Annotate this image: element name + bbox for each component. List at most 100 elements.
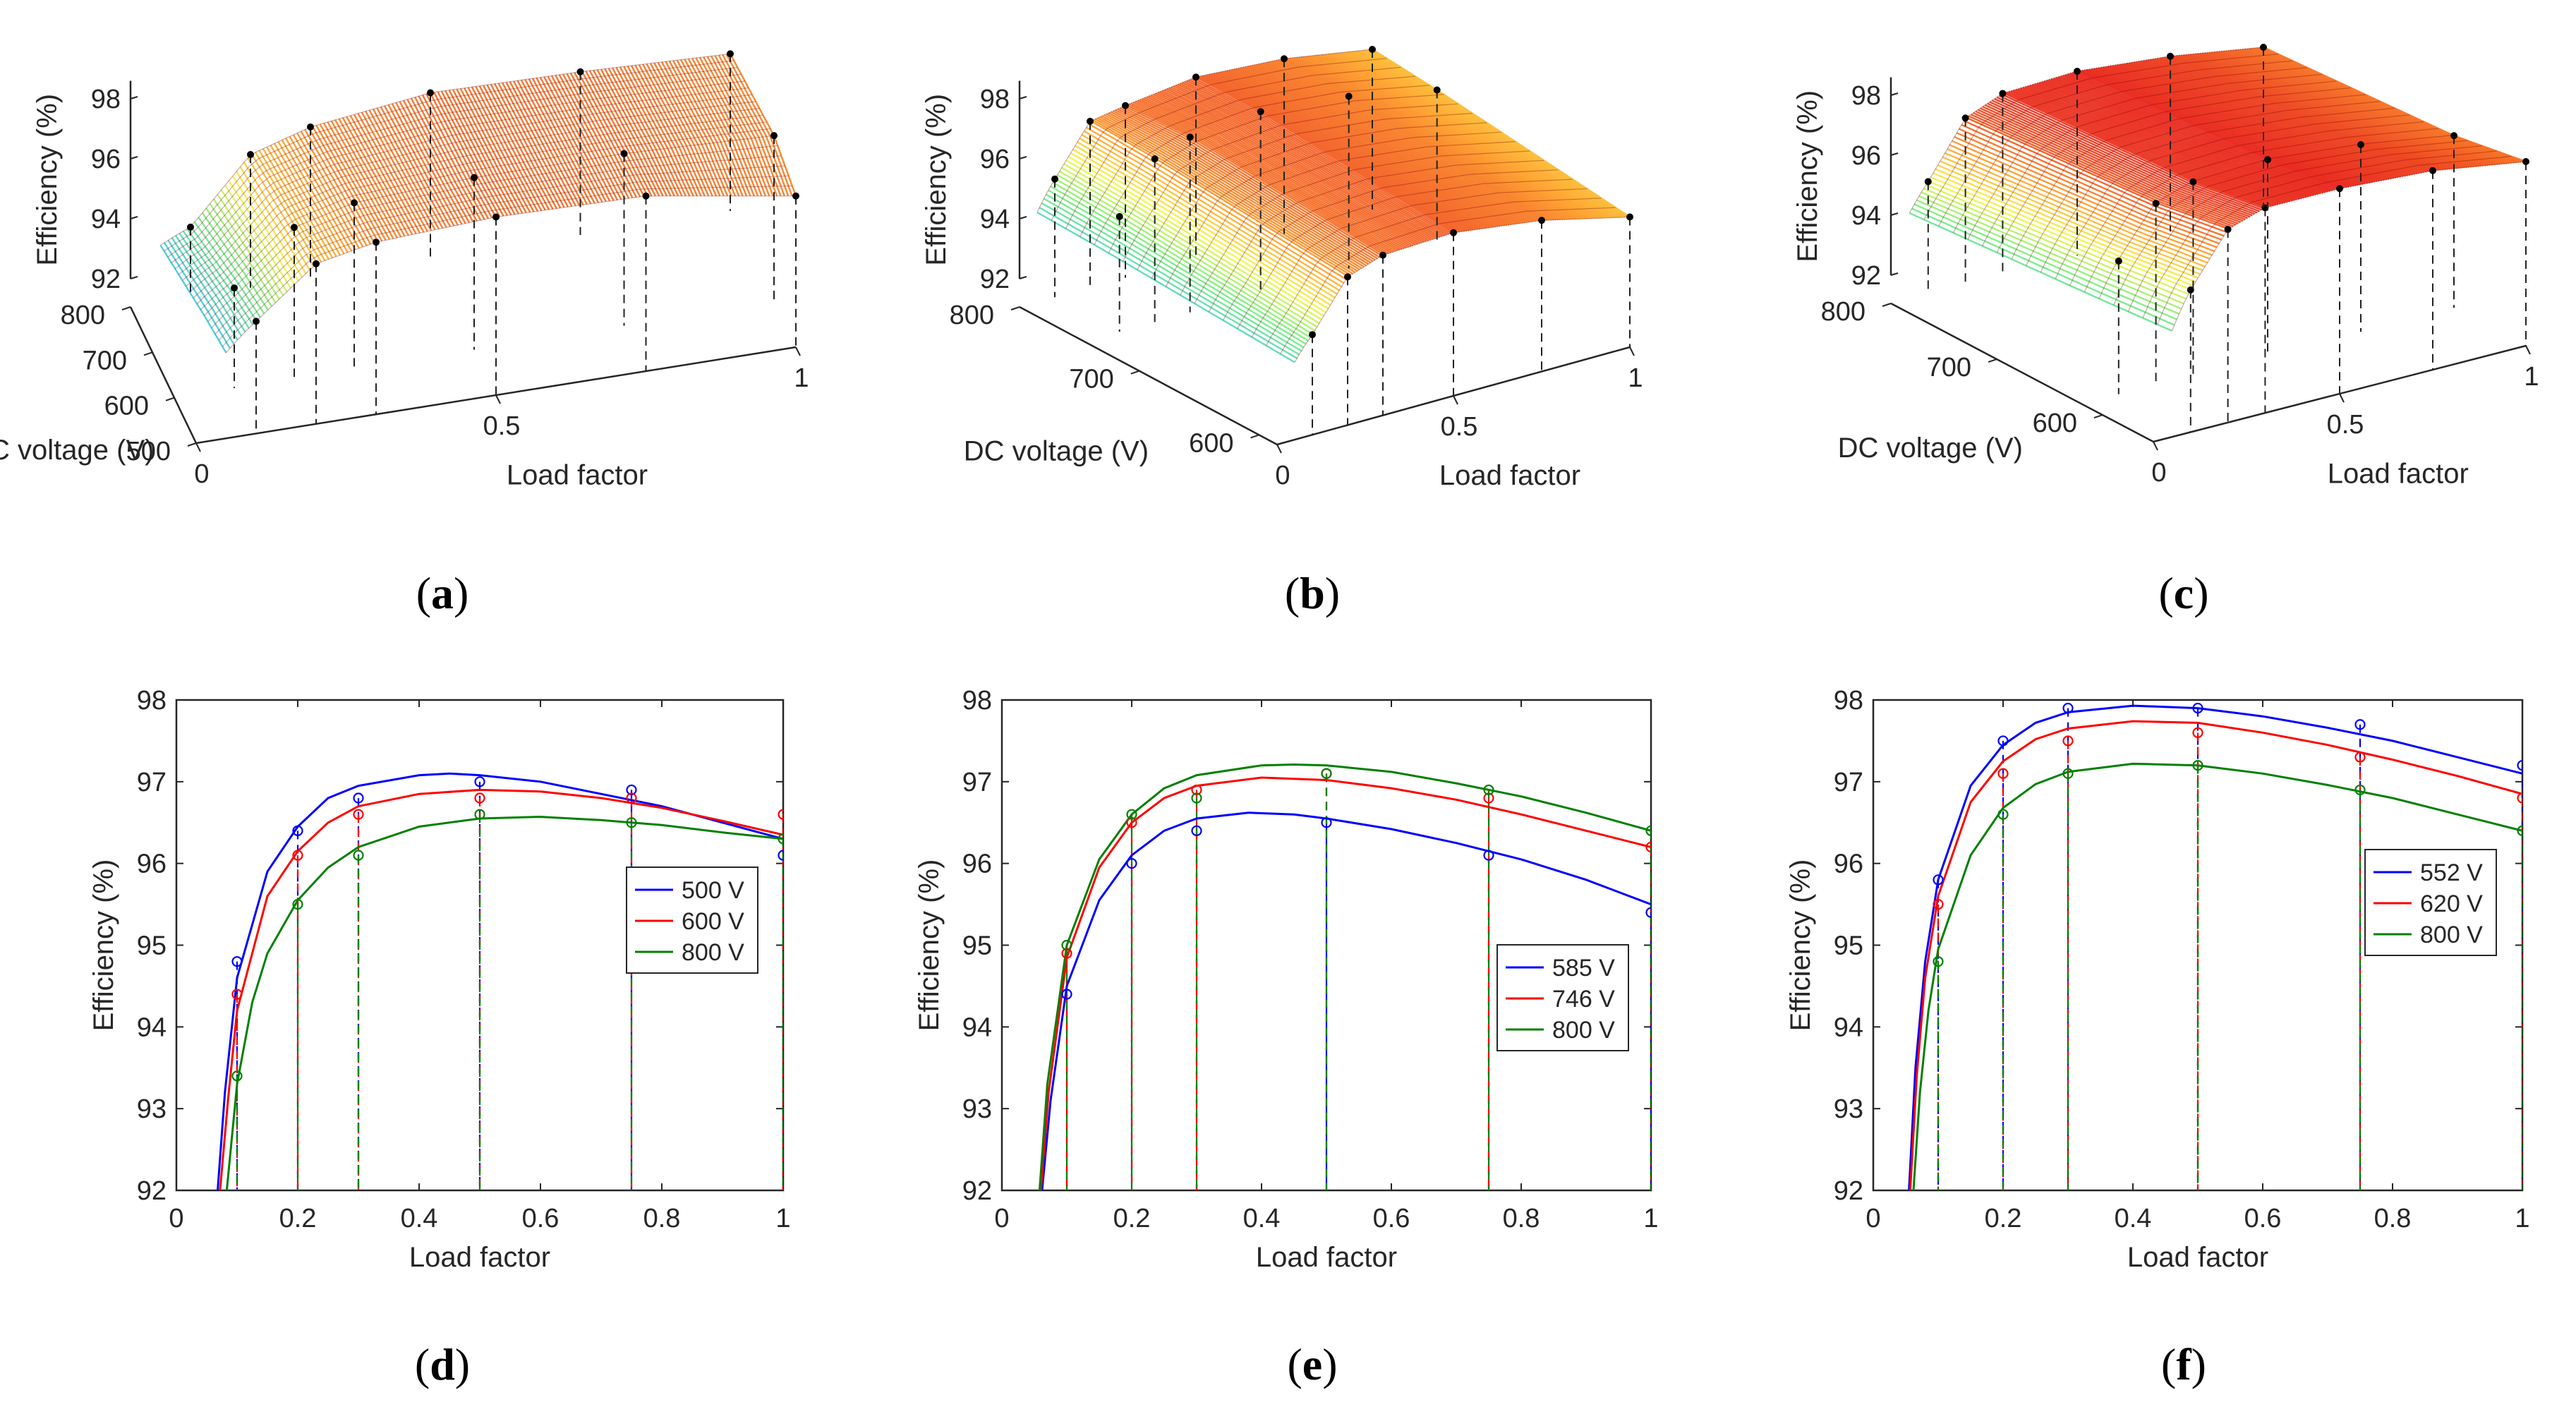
surface-line — [706, 56, 774, 197]
surface-line — [164, 60, 734, 252]
surface-line — [270, 145, 337, 258]
surface-line — [2067, 73, 2330, 192]
surface-line — [1050, 185, 1309, 342]
caption-b: (b) — [1285, 568, 1340, 618]
z-tick — [1019, 156, 1027, 159]
z-tick-label: 94 — [91, 205, 121, 234]
surface-line — [2036, 82, 2300, 200]
surface-line — [285, 138, 353, 252]
surface-line — [722, 54, 790, 197]
surface-line — [211, 155, 782, 329]
surface-line — [1984, 104, 2248, 219]
z-tick-label: 92 — [1851, 261, 1881, 291]
surface-line — [1235, 68, 1494, 228]
surface-line — [2098, 67, 2362, 186]
y-tick-label: 98 — [962, 686, 992, 715]
surface-line — [2206, 52, 2470, 168]
surface-line — [406, 99, 474, 222]
surface-line — [471, 86, 538, 212]
surface-line — [1923, 54, 2278, 220]
load-tick — [195, 442, 201, 452]
surface-line — [330, 120, 398, 238]
surface-line — [1282, 58, 1541, 222]
data-point — [1126, 858, 1137, 869]
surface-line — [2232, 49, 2496, 166]
y-tick-label: 93 — [1834, 1094, 1863, 1124]
surface-line — [231, 175, 299, 282]
surface-line — [1961, 123, 2225, 237]
surface-line — [292, 134, 360, 249]
caption-a: (a) — [416, 568, 469, 618]
surface-line — [1276, 59, 1535, 222]
z-tick — [1019, 216, 1027, 219]
data-point — [1369, 46, 1376, 53]
load-tick-label: 1 — [2524, 362, 2539, 392]
surface-line — [2194, 53, 2458, 169]
surface-line — [437, 91, 504, 217]
load-tick — [1276, 444, 1282, 454]
surface-line — [2256, 47, 2520, 164]
caption-e: (e) — [1287, 1339, 1337, 1389]
surface-line — [1271, 60, 1530, 223]
surface-line — [2254, 47, 2517, 164]
y-axis-label: Efficiency (%) — [914, 859, 945, 1032]
surface-line — [2100, 66, 2364, 185]
surface-line — [505, 81, 573, 207]
surface-line — [569, 73, 637, 198]
surface-line — [2175, 54, 2439, 171]
surface-line — [509, 81, 576, 207]
surface-line — [1255, 64, 1514, 225]
fit-curve — [1909, 720, 2522, 1190]
surface-line — [661, 61, 729, 197]
surface-line — [490, 83, 557, 210]
measured-points — [1051, 46, 1633, 435]
surface-line — [1925, 183, 2189, 295]
surface-line — [205, 207, 273, 307]
surface-line — [1949, 144, 2213, 256]
surface-line — [1372, 48, 1631, 218]
surface-line — [2069, 121, 2424, 286]
data-point — [2192, 727, 2203, 738]
surface-line — [2251, 47, 2515, 164]
data-point — [620, 150, 628, 157]
surface-line — [710, 55, 778, 197]
z-tick — [1019, 96, 1027, 99]
surface-line — [1220, 71, 1479, 230]
data-point — [313, 260, 320, 267]
voltage-tick — [143, 351, 153, 356]
surface-line — [2127, 145, 2483, 312]
data-point — [1257, 108, 1264, 116]
surface-line — [1146, 96, 1405, 250]
surface-line — [198, 217, 265, 315]
surface-line — [2227, 49, 2491, 166]
surface-line — [1142, 97, 1401, 251]
load-tick-label: 1 — [1628, 363, 1643, 393]
surface-line — [1244, 66, 1504, 227]
load-tick-label: 1 — [794, 363, 809, 393]
surface-line — [1063, 163, 1322, 320]
y-tick-label: 94 — [962, 1013, 992, 1042]
surface-line — [1207, 73, 1465, 232]
data-point — [1997, 768, 2009, 779]
surface-line — [2166, 56, 2430, 172]
line-panels: 0 0.2 0.4 0.6 0.8 1 92 93 94 95 96 97 98 Load factor E… — [88, 686, 2530, 1273]
x-tick-label: 0.6 — [2244, 1204, 2282, 1233]
surface-line — [634, 64, 702, 197]
line-chart-f: 0 0.2 0.4 0.6 0.8 1 92 93 94 95 96 97 98 Load factor E… — [1785, 686, 2530, 1273]
line-chart-d: 0 0.2 0.4 0.6 0.8 1 92 93 94 95 96 97 98 Load factor E… — [88, 686, 791, 1273]
x-tick-label: 0.4 — [401, 1204, 438, 1233]
fit-curve — [1038, 763, 1651, 1190]
surface-line — [1982, 106, 2246, 221]
surface-line — [1347, 51, 1606, 219]
surface-line — [2012, 89, 2276, 206]
surface-line — [160, 53, 731, 246]
surface-line — [1094, 85, 1430, 246]
surface-line — [1099, 116, 1358, 272]
surface-line — [501, 82, 569, 207]
surface-line — [2192, 53, 2456, 169]
data-point — [471, 174, 478, 181]
surface-line — [2126, 62, 2390, 180]
surface-line — [1356, 50, 1615, 219]
z-axis-label: Efficiency (%) — [32, 94, 63, 266]
